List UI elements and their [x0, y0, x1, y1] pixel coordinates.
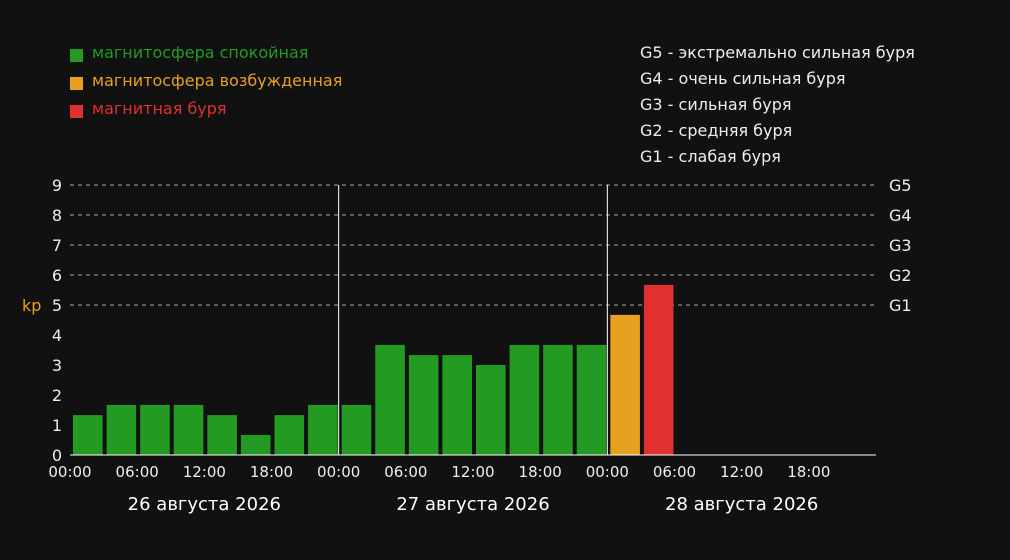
day-label: 28 августа 2026	[665, 494, 818, 515]
kp-bar	[476, 365, 506, 455]
kp-bar	[207, 415, 237, 455]
grid: G1 G2 G3 G4 G5	[70, 176, 912, 455]
kp-bar	[106, 404, 137, 455]
x-tick-label: 18:00	[519, 463, 562, 481]
g-level-label: G3	[889, 236, 912, 255]
axes: 0 1 2 3 4 5 6 7 8 9 kp 00:00 06:00 12:00 18:00 26 авгус…	[22, 176, 876, 515]
y-tick-label: 8	[52, 206, 62, 225]
storm-level-legend: G5 - экстремально сильная буря G4 - очень…	[640, 43, 915, 166]
kp-bar	[375, 344, 405, 455]
x-tick-label: 18:00	[250, 463, 293, 481]
storm-level-label: G5 - экстремально сильная буря	[640, 43, 915, 62]
y-tick-label: 9	[52, 176, 62, 195]
y-axis-label: kp	[22, 296, 41, 315]
x-tick-label: 00:00	[48, 463, 91, 481]
x-tick-label: 06:00	[384, 463, 427, 481]
legend-swatch	[70, 49, 83, 62]
x-tick-label: 12:00	[183, 463, 226, 481]
legend: магнитосфера спокойная магнитосфера возбу…	[70, 43, 342, 118]
legend-label: магнитосфера возбужденная	[92, 71, 342, 90]
kp-bar	[274, 415, 305, 455]
storm-level-label: G3 - сильная буря	[640, 95, 791, 114]
g-level-label: G2	[889, 266, 912, 285]
kp-bar	[408, 355, 439, 455]
storm-level-label: G2 - средняя буря	[640, 121, 792, 140]
legend-label: магнитная буря	[92, 99, 227, 118]
g-level-label: G4	[889, 206, 912, 225]
y-tick-label: 6	[52, 266, 62, 285]
x-tick-label: 00:00	[586, 463, 629, 481]
legend-swatch	[70, 77, 83, 90]
day-label: 27 августа 2026	[396, 494, 549, 515]
kp-bar	[308, 404, 338, 455]
y-tick-label: 7	[52, 236, 62, 255]
y-tick-label: 0	[52, 446, 62, 465]
y-tick-label: 1	[52, 416, 62, 435]
legend-swatch	[70, 105, 83, 118]
storm-level-label: G1 - слабая буря	[640, 147, 781, 166]
y-tick-label: 3	[52, 356, 62, 375]
bars	[73, 284, 674, 455]
kp-bar	[576, 344, 607, 455]
kp-bar	[442, 355, 472, 455]
kp-bar	[73, 415, 103, 455]
legend-label: магнитосфера спокойная	[92, 43, 308, 62]
x-tick-label: 00:00	[317, 463, 360, 481]
g-level-label: G5	[889, 176, 912, 195]
kp-bar	[140, 404, 170, 455]
kp-bar	[610, 314, 640, 455]
day-label: 26 августа 2026	[128, 494, 281, 515]
kp-bar	[509, 344, 540, 455]
storm-level-label: G4 - очень сильная буря	[640, 69, 846, 88]
x-tick-label: 06:00	[653, 463, 696, 481]
x-tick-label: 12:00	[451, 463, 494, 481]
x-tick-label: 06:00	[116, 463, 159, 481]
kp-bar	[173, 404, 204, 455]
kp-bar	[643, 284, 674, 455]
x-tick-label: 12:00	[720, 463, 763, 481]
y-tick-label: 5	[52, 296, 62, 315]
x-tick-label: 18:00	[787, 463, 830, 481]
kp-bar	[543, 344, 573, 455]
g-level-label: G1	[889, 296, 912, 315]
y-tick-label: 4	[52, 326, 62, 345]
kp-bar	[341, 404, 372, 455]
kp-bar	[240, 434, 271, 455]
y-tick-label: 2	[52, 386, 62, 405]
